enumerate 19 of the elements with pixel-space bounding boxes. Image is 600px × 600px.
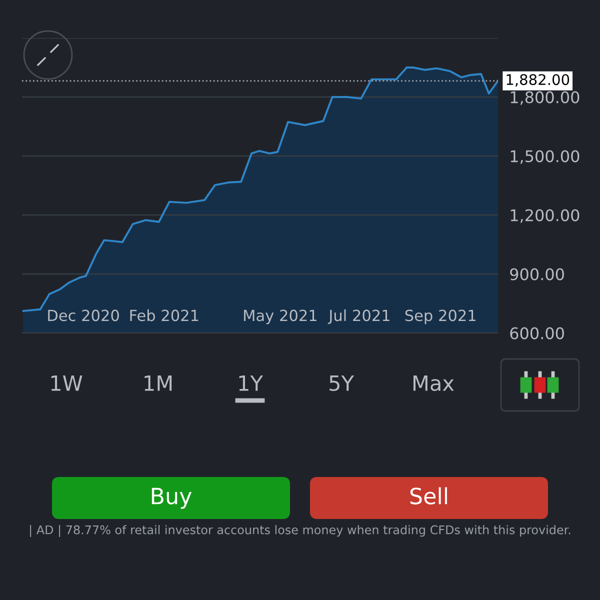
y-tick-label: 600.00: [510, 327, 564, 340]
x-tick-label: Sep 2021: [405, 310, 476, 324]
x-tick-label: Jul 2021: [328, 309, 390, 324]
x-tick-label: May 2021: [244, 310, 316, 324]
text: Max: [414, 376, 454, 392]
y-tick-label: 1,800.00: [510, 91, 580, 105]
x-tick-label: Dec 2020: [48, 310, 119, 322]
y-tick-label: 900.00: [510, 268, 564, 280]
text: 1Y: [239, 376, 264, 391]
x-tick-label: Feb 2021: [130, 309, 198, 322]
text: Sell: [410, 487, 447, 504]
y-tick-label: 1,200.00: [510, 209, 580, 223]
ref-line-label: 1,882.00: [506, 74, 570, 87]
text: | AD | 78.77% of retail investor accounts lose money when trading CFDs with this provider.: [30, 525, 570, 537]
text: 5Y: [330, 376, 354, 392]
text: Buy: [152, 488, 192, 509]
y-tick-label: 1,500.00: [510, 150, 580, 164]
text: 1W: [51, 376, 82, 391]
text: 1M: [144, 376, 172, 391]
